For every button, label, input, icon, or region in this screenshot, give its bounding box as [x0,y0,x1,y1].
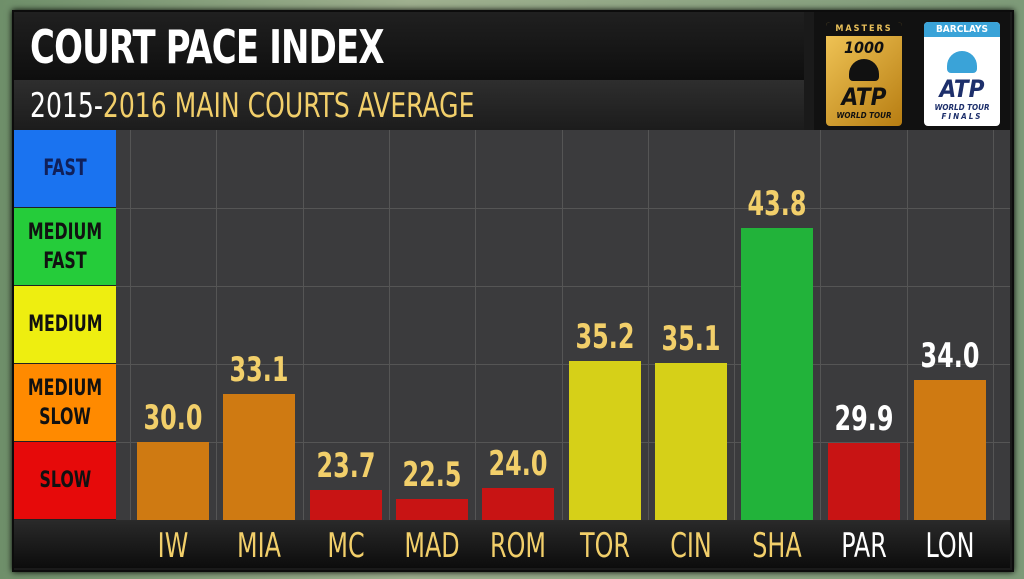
gridline [647,130,649,520]
logo-world-tour: WORLD TOUR [934,103,990,112]
bar-mia [223,393,296,520]
legend-label: MEDIUM FAST [27,219,103,274]
value-label: 35.2 [575,317,635,358]
bar-mc [309,490,382,520]
value-label: 43.8 [747,184,807,224]
bar-lon [913,379,986,520]
logo-atp: ATP [939,75,985,103]
gridline [116,208,1010,209]
logo-finals: FINALS [941,112,983,121]
legend-label: SLOW [39,468,91,493]
gridline [475,130,477,520]
value-label: 22.5 [402,454,462,495]
x-tick-label: ROM [490,526,547,566]
legend-band: FAST [14,130,116,208]
legend-label: MEDIUM SLOW [27,375,103,430]
x-tick-label: IW [157,526,189,566]
player-icon [947,51,977,73]
bar-iw [137,442,210,520]
bar-sha [741,228,814,520]
logo-cap: MASTERS [826,22,902,36]
bar-tor [568,361,641,520]
legend-band: MEDIUM FAST [14,208,116,286]
gridline [993,130,994,520]
bar-par [827,442,900,520]
title-bar: COURT PACE INDEX [14,12,804,80]
legend-band: MEDIUM [14,286,116,364]
atp-masters-1000-logo: MASTERS 1000 ATP WORLD TOUR [826,22,902,126]
logo-world-tour: WORLD TOUR [836,111,892,120]
legend-band: SLOW [14,442,116,520]
value-label: 35.1 [661,318,721,359]
gridline [130,130,131,520]
plot-area: FAST MEDIUM FAST MEDIUM MEDIUM SLOW SLOW 30.0… [14,130,1010,520]
player-icon [849,59,879,81]
bar-mad [396,498,469,520]
value-label: 34.0 [920,335,980,376]
chart-title: COURT PACE INDEX [30,20,385,74]
x-axis-band: IW MIA MC MAD ROM TOR CIN SHA PAR LON [14,520,1010,568]
logo-num: 1000 [843,38,885,57]
value-label: 23.7 [316,446,376,487]
gridline [561,130,563,520]
gridline [116,364,1010,365]
logo-cap: BARCLAYS [924,22,1000,37]
value-label: 29.9 [834,398,893,439]
gridline [388,130,390,520]
value-label: 30.0 [143,398,203,438]
gridline [302,130,304,520]
bar-cin [654,362,727,520]
gridline [116,442,1010,443]
x-tick-label: LON [925,526,975,566]
x-tick-label: MC [327,526,365,566]
value-label: 24.0 [488,444,548,484]
x-tick-label: TOR [579,526,630,566]
x-tick-label: MAD [404,526,460,566]
logo-atp: ATP [841,83,887,111]
graphic-frame: COURT PACE INDEX 2015-2016 MAIN COURTS A… [12,10,1014,572]
gridline [216,130,218,520]
gridline [906,130,908,520]
x-tick-label: MIA [237,526,282,566]
x-tick-label: PAR [840,526,887,566]
subtitle-bar: 2015-2016 MAIN COURTS AVERAGE [14,80,804,130]
gridline [820,130,822,520]
bar-rom [482,488,555,520]
chart-subtitle: 2015-2016 MAIN COURTS AVERAGE [30,86,474,126]
gridline [734,130,736,520]
gridline [116,286,1010,287]
subtitle-years: 2015- [30,86,103,126]
legend-label: MEDIUM [27,312,103,337]
atp-finals-logo: BARCLAYS ATP WORLD TOUR FINALS [924,22,1000,126]
legend-label: FAST [43,156,87,181]
x-tick-label: CIN [670,526,712,566]
subtitle-text: 2016 MAIN COURTS AVERAGE [102,86,475,126]
value-label: 33.1 [229,349,289,390]
logos: MASTERS 1000 ATP WORLD TOUR BARCLAYS ATP… [814,12,1010,130]
legend-band: MEDIUM SLOW [14,364,116,442]
x-tick-label: SHA [752,526,802,566]
